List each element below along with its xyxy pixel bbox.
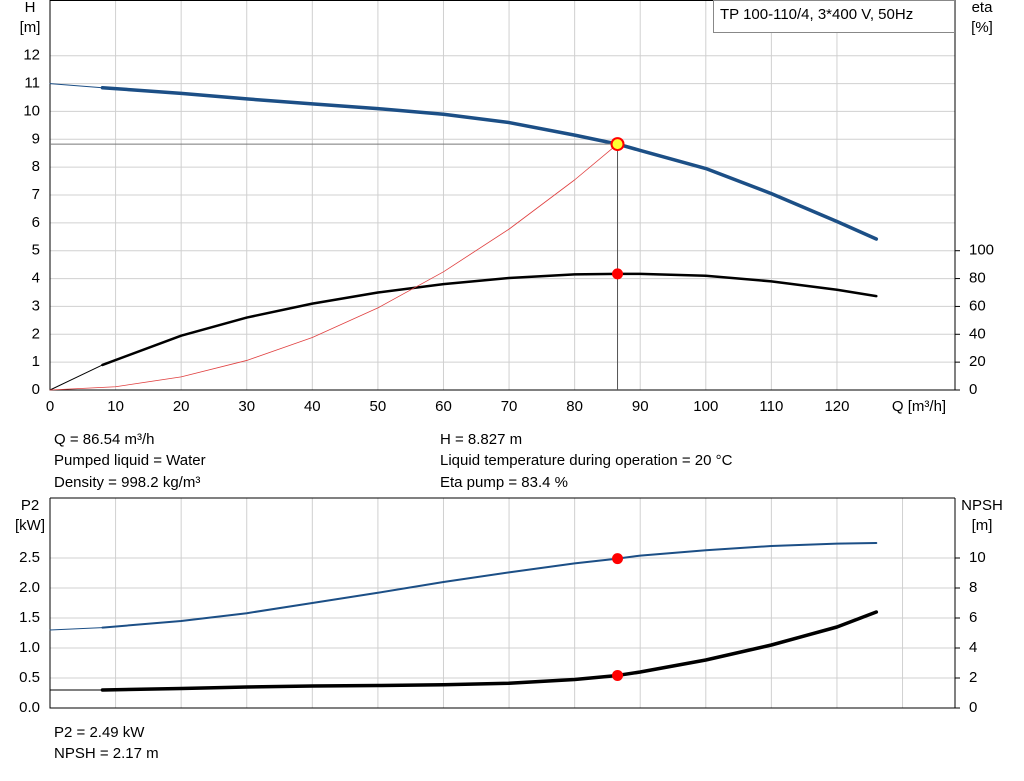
y2-tick-label: 60 xyxy=(969,297,986,314)
y2-tick-label: 0 xyxy=(969,699,977,716)
y-tick-label: 0.5 xyxy=(19,669,40,686)
curve xyxy=(49,83,103,89)
x-tick-label: 70 xyxy=(501,398,518,415)
curve xyxy=(49,143,618,391)
y2-axis-label: [%] xyxy=(971,19,993,36)
y-tick-label: 3 xyxy=(32,297,40,314)
y2-tick-label: 2 xyxy=(969,669,977,686)
operating-point xyxy=(610,137,625,152)
y-tick-label: 2 xyxy=(32,325,40,342)
x-tick-label: 80 xyxy=(566,398,583,415)
info-text: P2 = 2.49 kW xyxy=(54,724,145,741)
y-tick-label: 1 xyxy=(32,353,40,370)
y-tick-label: 0 xyxy=(32,381,40,398)
y-axis-label: [kW] xyxy=(15,517,45,534)
curve xyxy=(49,627,103,631)
info-text: NPSH = 2.17 m xyxy=(54,745,159,762)
info-text: H = 8.827 m xyxy=(440,431,522,448)
y-tick-label: 8 xyxy=(32,158,40,175)
point-marker xyxy=(612,268,624,280)
y-tick-label: 12 xyxy=(23,47,40,64)
y2-tick-label: 0 xyxy=(969,381,977,398)
curve xyxy=(100,86,879,241)
y-tick-label: 0.0 xyxy=(19,699,40,716)
y2-tick-label: 10 xyxy=(969,549,986,566)
x-tick-label: 100 xyxy=(693,398,718,415)
point-marker xyxy=(612,669,624,681)
chart-title: TP 100-110/4, 3*400 V, 50Hz xyxy=(720,6,913,23)
y-tick-label: 5 xyxy=(32,242,40,259)
y-tick-label: 2.0 xyxy=(19,579,40,596)
point-marker xyxy=(612,553,624,565)
curve xyxy=(101,542,878,629)
x-tick-label: 40 xyxy=(304,398,321,415)
info-text: Density = 998.2 kg/m³ xyxy=(54,474,200,491)
y-axis-label: P2 xyxy=(21,497,39,514)
x-tick-label: 60 xyxy=(435,398,452,415)
x-tick-label: 120 xyxy=(824,398,849,415)
y-tick-label: 6 xyxy=(32,214,40,231)
x-tick-label: 30 xyxy=(238,398,255,415)
x-tick-label: 0 xyxy=(46,398,54,415)
y-tick-label: 7 xyxy=(32,186,40,203)
y2-tick-label: 40 xyxy=(969,325,986,342)
axis-frame xyxy=(49,498,956,709)
y2-axis-label: eta xyxy=(972,0,994,16)
info-text: Pumped liquid = Water xyxy=(54,452,206,469)
info-text: Eta pump = 83.4 % xyxy=(440,474,568,491)
y2-tick-label: 100 xyxy=(969,242,994,259)
curve xyxy=(100,610,879,692)
curve xyxy=(49,364,103,391)
x-axis-label: Q [m³/h] xyxy=(892,398,946,415)
axis-frame xyxy=(49,0,956,391)
x-tick-label: 90 xyxy=(632,398,649,415)
y-tick-label: 10 xyxy=(23,102,40,119)
y-tick-label: 2.5 xyxy=(19,549,40,566)
y-tick-label: 9 xyxy=(32,130,40,147)
y2-tick-label: 6 xyxy=(969,609,977,626)
y-tick-label: 1.5 xyxy=(19,609,40,626)
curve xyxy=(101,272,878,367)
y-axis-label: H xyxy=(25,0,36,16)
y-axis-label: [m] xyxy=(20,19,41,36)
info-text: Q = 86.54 m³/h xyxy=(54,431,154,448)
x-tick-label: 10 xyxy=(107,398,124,415)
x-tick-label: 20 xyxy=(173,398,190,415)
x-tick-label: 110 xyxy=(759,398,783,415)
x-tick-label: 50 xyxy=(370,398,387,415)
y-tick-label: 11 xyxy=(24,75,40,92)
y2-tick-label: 8 xyxy=(969,579,977,596)
y-tick-label: 4 xyxy=(32,270,40,287)
x-label-bg xyxy=(884,396,954,418)
title-box xyxy=(713,0,955,33)
y2-tick-label: 20 xyxy=(969,353,986,370)
y-tick-label: 1.0 xyxy=(19,639,40,656)
info-text: Liquid temperature during operation = 20… xyxy=(440,452,733,469)
y2-axis-label: NPSH xyxy=(961,497,1003,514)
y2-axis-label: [m] xyxy=(972,517,993,534)
y2-tick-label: 4 xyxy=(969,639,977,656)
y2-tick-label: 80 xyxy=(969,270,986,287)
